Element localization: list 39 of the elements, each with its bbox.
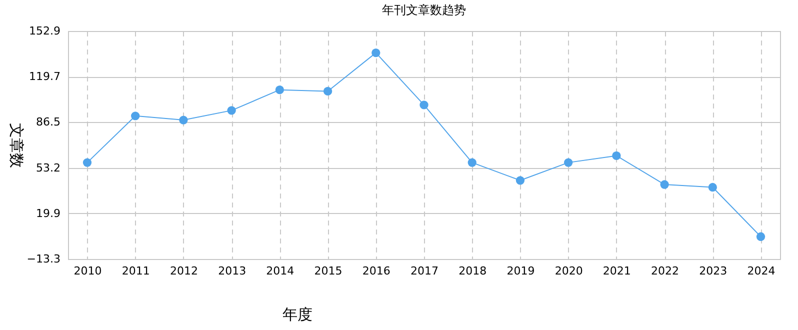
y-tick-label: 119.7 [29, 70, 60, 84]
point [131, 112, 140, 120]
x-tick-label: 2014 [266, 264, 294, 278]
x-tick-label: 2023 [699, 264, 728, 278]
y-tick-label: 53.2 [36, 161, 60, 174]
x-axis-title: 年度 [282, 306, 312, 324]
x-tick-label: 2016 [362, 264, 390, 278]
x-tick-label: 2020 [554, 264, 583, 278]
y-tick-label: 19.9 [36, 206, 60, 220]
point [227, 106, 236, 115]
point [516, 176, 525, 185]
point [612, 151, 621, 160]
x-tick-label: 2011 [122, 264, 150, 278]
x-tick-label: 2013 [218, 264, 246, 278]
x-tick-label: 2015 [314, 264, 342, 278]
x-tick-label: 2010 [74, 264, 102, 278]
point [756, 232, 766, 241]
point [708, 182, 717, 192]
x-tick-label: 2018 [458, 264, 487, 278]
point [372, 48, 380, 58]
y-tick-label: −13.3 [26, 252, 60, 266]
point [82, 158, 92, 167]
x-tick-label: 2017 [410, 264, 438, 278]
point [323, 86, 332, 96]
point [468, 158, 476, 167]
point [564, 158, 573, 167]
y-tick-label: 152.9 [29, 24, 60, 38]
point [660, 180, 669, 189]
y-tick-label: 86.5 [36, 116, 60, 129]
y-axis-title: 文章数 [8, 123, 26, 168]
chart-title: 年刊文章数趋势 [382, 3, 466, 17]
x-tick-label: 2012 [170, 264, 198, 278]
x-tick-label: 2024 [747, 264, 776, 278]
x-tick-label: 2019 [506, 264, 535, 278]
point [420, 100, 428, 110]
point [179, 116, 188, 124]
x-tick-label: 2022 [651, 264, 680, 278]
point [275, 86, 284, 94]
x-tick-label: 2021 [602, 264, 631, 278]
